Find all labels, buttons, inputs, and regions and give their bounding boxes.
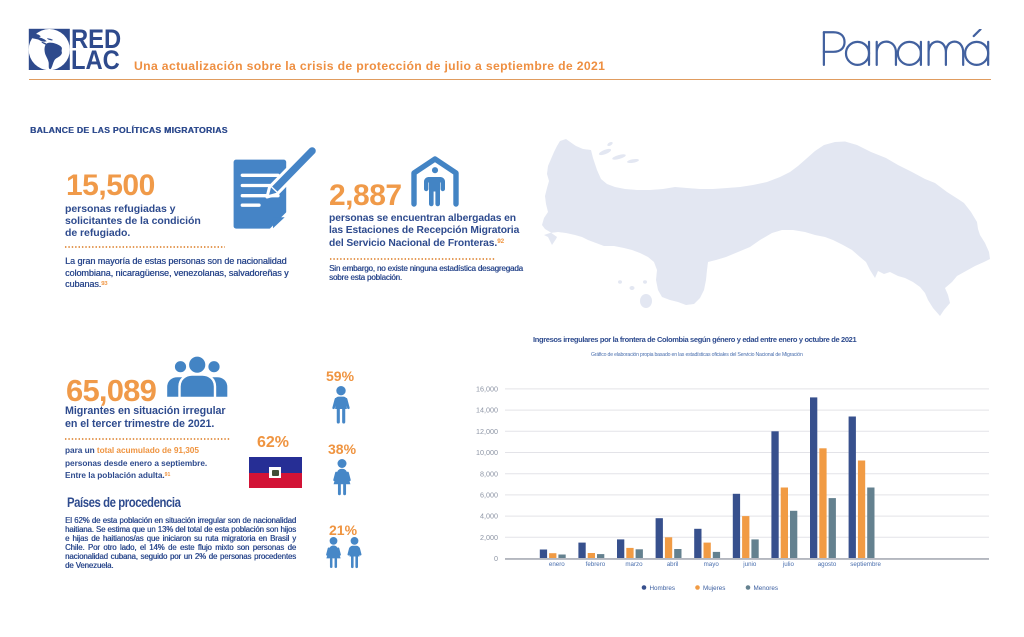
svg-text:4,000: 4,000: [480, 512, 498, 521]
svg-text:julio: julio: [782, 561, 795, 568]
svg-text:2,000: 2,000: [480, 533, 498, 542]
svg-text:12,000: 12,000: [476, 427, 498, 436]
svg-text:10,000: 10,000: [476, 448, 498, 457]
svg-text:marzo: marzo: [625, 561, 643, 568]
svg-text:14,000: 14,000: [476, 406, 498, 415]
svg-text:16,000: 16,000: [476, 385, 498, 394]
svg-text:enero: enero: [549, 561, 565, 568]
svg-text:Menores: Menores: [754, 585, 779, 592]
svg-text:Hombres: Hombres: [650, 585, 676, 592]
svg-text:abril: abril: [667, 561, 679, 568]
svg-text:febrero: febrero: [586, 561, 606, 568]
svg-text:junio: junio: [742, 561, 757, 568]
svg-text:septiembre: septiembre: [850, 561, 881, 568]
svg-text:mayo: mayo: [704, 561, 720, 568]
svg-text:6,000: 6,000: [480, 491, 498, 500]
svg-text:0: 0: [494, 554, 498, 563]
svg-text:agosto: agosto: [818, 561, 837, 568]
svg-text:Mujeres: Mujeres: [703, 585, 725, 592]
svg-text:8,000: 8,000: [480, 469, 498, 478]
